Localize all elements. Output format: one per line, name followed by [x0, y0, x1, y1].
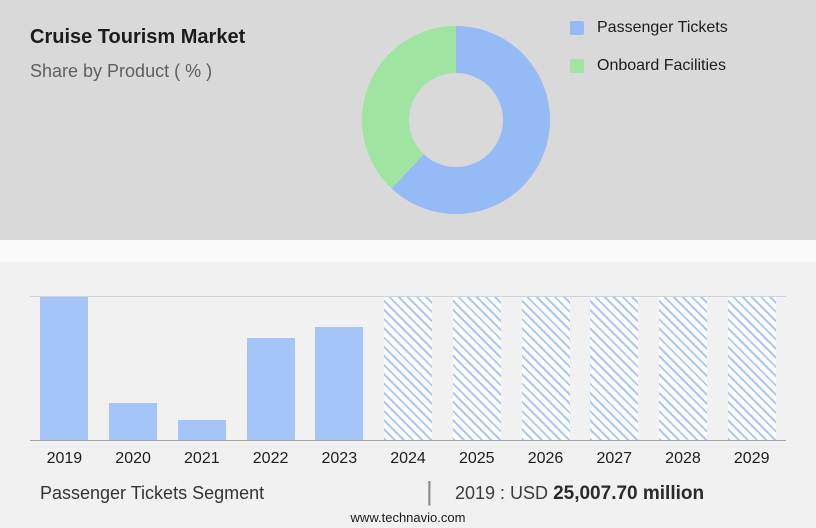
bar-chart-area: 2019 2020 2021 2022 2023 2024 2025 2026 2027 2028… — [30, 296, 786, 468]
x-tick-2025: 2025 — [458, 450, 495, 467]
donut-hole — [409, 73, 503, 167]
bar-slot-2023 — [305, 297, 374, 440]
legend: Passenger Tickets Onboard Facilities — [570, 14, 728, 90]
donut-chart — [362, 26, 550, 214]
bar-2025-forecast — [452, 297, 501, 440]
x-tick-2027: 2027 — [596, 450, 633, 467]
bar-slot-2022 — [236, 297, 305, 440]
bar-2029-forecast — [727, 297, 776, 440]
legend-swatch-onboard-facilities-icon — [570, 59, 584, 73]
legend-label-onboard-facilities: Onboard Facilities — [597, 57, 726, 74]
title-block: Cruise Tourism Market Share by Product (… — [30, 26, 245, 82]
stat-prefix: 2019 : USD — [455, 483, 549, 503]
bar-slot-2026 — [511, 297, 580, 440]
x-tick-2024: 2024 — [390, 450, 426, 467]
top-panel: Cruise Tourism Market Share by Product (… — [0, 0, 816, 240]
stat-divider: | — [426, 476, 433, 506]
bar-slot-2027 — [580, 297, 649, 440]
bar-slot-2021 — [167, 297, 236, 440]
x-tick-2020: 2020 — [115, 450, 151, 467]
x-tick-2028: 2028 — [665, 450, 701, 467]
x-tick-2021: 2021 — [184, 450, 220, 467]
bar-2019 — [40, 297, 89, 440]
bar-2028-forecast — [658, 297, 707, 440]
bar-2020 — [109, 402, 158, 440]
legend-label-passenger-tickets: Passenger Tickets — [597, 19, 728, 36]
bar-slot-2028 — [649, 297, 718, 440]
bar-2026-forecast — [521, 297, 570, 440]
bar-2022 — [246, 338, 295, 440]
bar-slot-2019 — [30, 297, 99, 440]
legend-item-passenger-tickets: Passenger Tickets — [570, 14, 728, 42]
bar-2021 — [177, 419, 226, 440]
bar-2024-forecast — [384, 297, 433, 440]
x-tick-2022: 2022 — [252, 450, 289, 467]
legend-item-onboard-facilities: Onboard Facilities — [570, 52, 728, 80]
page-title: Cruise Tourism Market — [30, 26, 246, 48]
legend-swatch-passenger-tickets-icon — [570, 21, 584, 35]
x-tick-2019: 2019 — [46, 450, 83, 467]
bar-chart — [30, 296, 786, 441]
x-axis-labels: 2019 2020 2021 2022 2023 2024 2025 2026 2027 2028… — [30, 450, 786, 468]
bar-slot-2029 — [717, 297, 786, 440]
bar-slot-2020 — [99, 297, 168, 440]
stat-text: 2019 : USD 25,007.70 million — [455, 483, 704, 505]
bar-slot-2024 — [374, 297, 443, 440]
x-tick-2029: 2029 — [733, 450, 770, 467]
website-url: www.technavio.com — [350, 510, 466, 525]
bar-2027-forecast — [590, 297, 639, 440]
bar-slot-2025 — [442, 297, 511, 440]
panel-divider-strip — [0, 240, 816, 262]
page-subtitle: Share by Product ( % ) — [30, 61, 213, 81]
bottom-panel: 2019 2020 2021 2022 2023 2024 2025 2026 2027 2028… — [0, 262, 816, 528]
stat-value: 25,007.70 million — [553, 483, 705, 504]
bar-2023 — [315, 327, 364, 440]
segment-label: Passenger Tickets Segment — [40, 483, 265, 503]
x-tick-2026: 2026 — [527, 450, 564, 467]
x-tick-2023: 2023 — [321, 450, 358, 467]
